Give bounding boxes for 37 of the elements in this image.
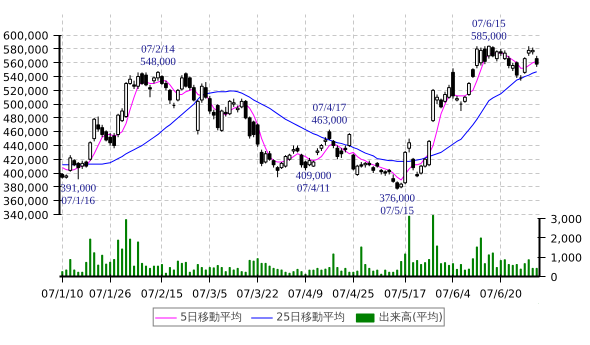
y2-tick-label: 0 xyxy=(550,271,558,284)
y-tick-label: 400,000 xyxy=(3,168,49,181)
legend-label: 出来高(平均) xyxy=(379,310,443,324)
x-tick-label: 07/4/9 xyxy=(288,288,324,300)
y2-tick-label: 3,000 xyxy=(550,213,582,226)
y2-tick-label: 2,000 xyxy=(550,232,582,246)
x-tick-label: 07/5/17 xyxy=(384,288,426,300)
y-tick-label: 600,000 xyxy=(3,30,49,43)
x-tick-label: 07/6/20 xyxy=(480,288,522,300)
y-tick-label: 560,000 xyxy=(3,57,49,70)
y-tick-label: 500,000 xyxy=(3,98,49,112)
annotation: 07/2/14 548,000 xyxy=(140,43,176,68)
y-tick-label: 480,000 xyxy=(3,112,49,126)
annotation: 07/6/15 585,000 xyxy=(470,18,508,43)
annotation: 391,000 07/1/16 xyxy=(60,182,97,207)
y-tick-label: 460,000 xyxy=(3,126,49,140)
annotation: 409,000 07/4/11 xyxy=(296,170,332,194)
y-tick-label: 580,000 xyxy=(3,43,49,56)
x-tick-label: 07/4/25 xyxy=(332,288,375,300)
y-tick-label: 340,000 xyxy=(3,208,49,222)
y2-tick-label: 1,000 xyxy=(550,252,582,265)
x-tick-label: 07/3/5 xyxy=(192,288,228,300)
legend-label: 25日移動平均 xyxy=(276,310,346,324)
y-tick-label: 360,000 xyxy=(3,195,49,208)
y-tick-label: 420,000 xyxy=(3,154,49,167)
annotation: 376,000 07/5/15 xyxy=(379,192,416,218)
x-tick-label: 07/2/15 xyxy=(140,288,184,300)
y-tick-label: 380,000 xyxy=(3,181,49,194)
annotation: 07/4/17 463,000 xyxy=(312,102,348,127)
y-tick-label: 540,000 xyxy=(3,71,49,84)
y-tick-label: 440,000 xyxy=(3,140,49,153)
x-tick-label: 07/1/10 xyxy=(41,288,84,300)
legend-label: 5日移動平均 xyxy=(180,310,242,324)
x-tick-label: 07/1/26 xyxy=(88,288,132,300)
x-tick-label: 07/3/22 xyxy=(236,288,279,300)
y-tick-label: 520,000 xyxy=(3,84,49,98)
x-tick-label: 07/6/4 xyxy=(435,288,471,300)
